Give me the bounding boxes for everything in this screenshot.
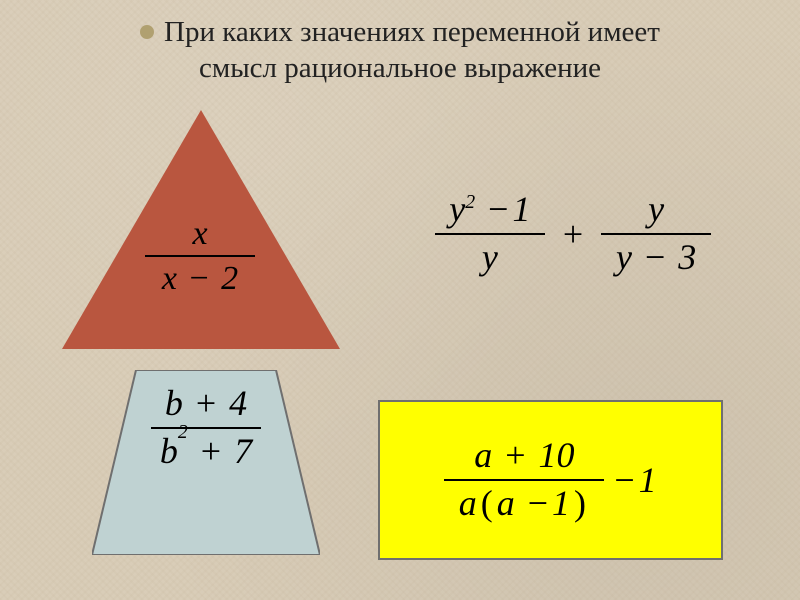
rect-trail-op: − [610, 459, 638, 501]
rect-denominator: a(a −1) [453, 484, 596, 524]
rect-trail-val: 1 [639, 459, 657, 501]
fraction-bar [444, 479, 604, 481]
tri-numerator: x [186, 215, 213, 252]
fraction-bar [151, 427, 261, 429]
plus-op: + [559, 213, 587, 255]
bullet-icon [140, 25, 154, 39]
free-frac1-den: y [476, 238, 504, 278]
rectangle-expression: a + 10 a(a −1) − 1 [378, 400, 723, 560]
free-expression: y2 −1 y + y y − 3 [388, 190, 758, 277]
heading: При каких значениях переменной имеет смы… [0, 14, 800, 87]
trap-denominator: b2 + 7 [154, 432, 258, 472]
heading-line1: При каких значениях переменной имеет [164, 16, 660, 48]
heading-line2: смысл рациональное выражение [199, 52, 601, 84]
trapezoid-expression: b + 4 b2 + 7 [92, 384, 320, 471]
trap-numerator: b + 4 [159, 384, 253, 424]
tri-denominator: x − 2 [156, 260, 244, 297]
free-frac1-num: y2 −1 [443, 190, 536, 230]
free-frac2-num: y [642, 190, 670, 230]
fraction-bar [145, 255, 255, 257]
fraction-bar [435, 233, 545, 235]
triangle-expression: x x − 2 [65, 215, 335, 298]
free-frac2-den: y − 3 [610, 238, 702, 278]
rect-numerator: a + 10 [468, 436, 580, 476]
fraction-bar [601, 233, 711, 235]
